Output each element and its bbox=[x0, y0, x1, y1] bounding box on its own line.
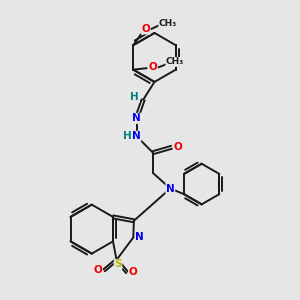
Text: O: O bbox=[94, 265, 102, 275]
Text: N: N bbox=[136, 232, 144, 242]
Text: N: N bbox=[132, 113, 141, 123]
Text: CH₃: CH₃ bbox=[166, 57, 184, 66]
Text: O: O bbox=[141, 24, 150, 34]
Text: O: O bbox=[174, 142, 182, 152]
Text: O: O bbox=[129, 267, 137, 278]
Text: O: O bbox=[148, 62, 157, 72]
Text: N: N bbox=[166, 184, 175, 194]
Text: CH₃: CH₃ bbox=[159, 19, 177, 28]
Text: S: S bbox=[114, 260, 122, 269]
Text: H: H bbox=[123, 131, 132, 141]
Text: N: N bbox=[132, 131, 141, 141]
Text: H: H bbox=[130, 92, 139, 102]
